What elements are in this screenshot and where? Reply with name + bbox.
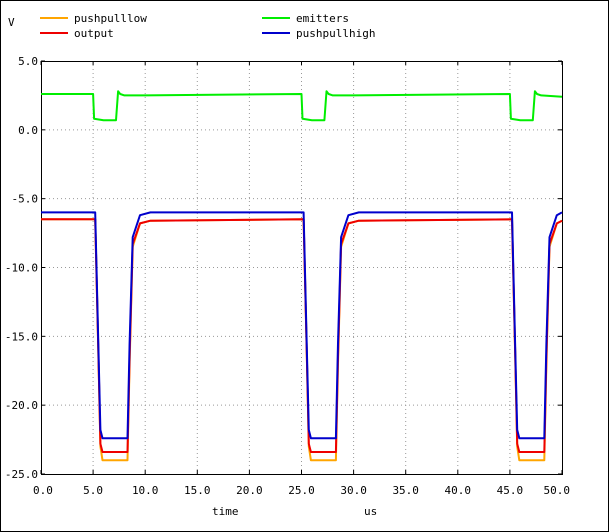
legend-label-output: output xyxy=(74,27,114,40)
legend-label-pushpulllow: pushpulllow xyxy=(74,12,147,25)
x-tick-label: 35.0 xyxy=(392,484,419,497)
x-tick-label: 10.0 xyxy=(132,484,159,497)
y-tick-label: 5.0 xyxy=(18,55,38,68)
series-line-emitters xyxy=(41,90,563,122)
series-layer xyxy=(41,90,563,462)
legend-label-pushpullhigh: pushpullhigh xyxy=(296,27,375,40)
x-tick-label: 40.0 xyxy=(445,484,472,497)
series-line-pushpulllow xyxy=(41,218,563,462)
y-tick-label: -15.0 xyxy=(5,330,38,343)
x-axis-unit: us xyxy=(364,505,377,518)
y-tick-label: 0.0 xyxy=(18,124,38,137)
y-tick-label: -25.0 xyxy=(5,468,38,481)
x-tick-label: 50.0 xyxy=(544,484,571,497)
x-tick-labels: 0.0 5.0 10.0 15.0 20.0 25.0 30.0 35.0 40.0 45.0 50… xyxy=(33,484,570,497)
y-tick-label: -10.0 xyxy=(5,262,38,275)
y-tick-label: -20.0 xyxy=(5,399,38,412)
series-line-output xyxy=(41,218,563,453)
x-axis-label: time xyxy=(212,505,239,518)
y-tick-label: -5.0 xyxy=(12,193,39,206)
x-tick-label: 30.0 xyxy=(340,484,367,497)
x-tick-label: 0.0 xyxy=(33,484,53,497)
x-tick-label: 25.0 xyxy=(288,484,315,497)
y-tick-labels: 5.0 0.0 -5.0 -10.0 -15.0 -20.0 -25.0 xyxy=(5,55,38,481)
legend-label-emitters: emitters xyxy=(296,12,349,25)
x-tick-label: 45.0 xyxy=(497,484,524,497)
x-tick-label: 5.0 xyxy=(83,484,103,497)
y-axis-label: V xyxy=(8,16,15,29)
series-line-pushpullhigh xyxy=(41,211,563,440)
plot-area xyxy=(41,61,563,475)
x-tick-label: 15.0 xyxy=(184,484,211,497)
x-tick-label: 20.0 xyxy=(236,484,263,497)
legend: pushpulllow emitters output pushpullhigh xyxy=(40,12,375,40)
